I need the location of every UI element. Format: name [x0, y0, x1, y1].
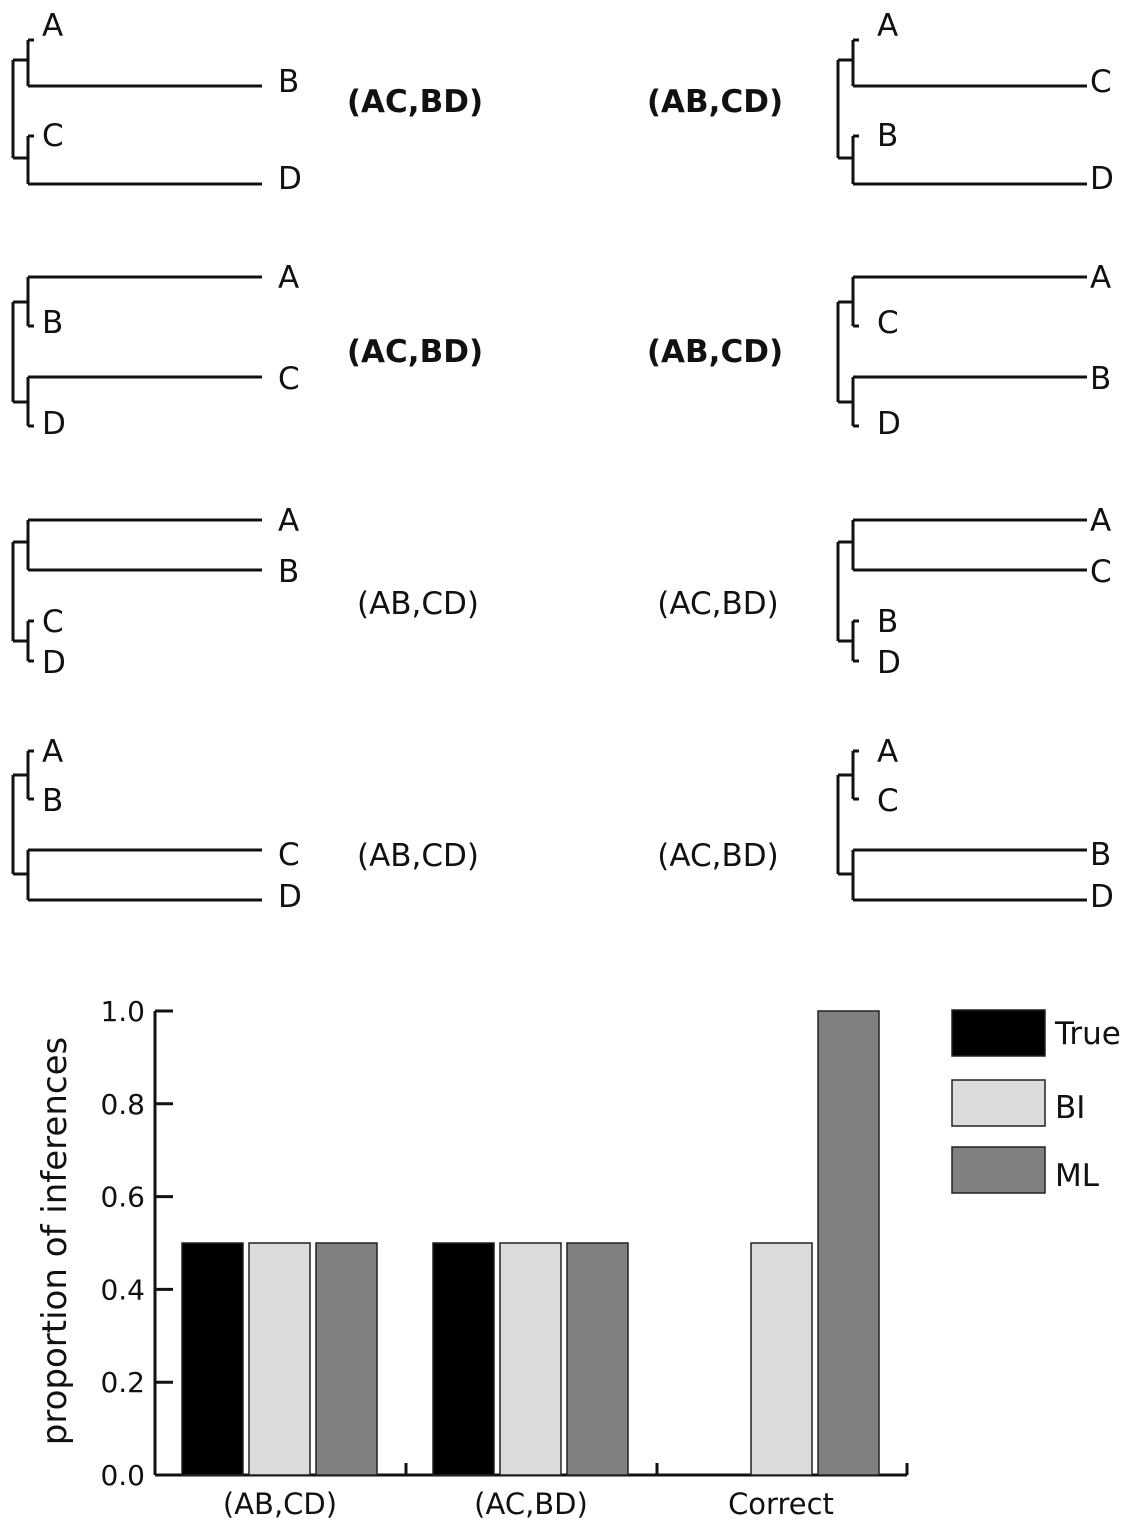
topology-label: (AB,CD): [357, 586, 479, 622]
tree-panel: ABCD(AC,BD)ACBD(AB,CD)ABCD(AC,BD)ACBD(AB…: [11, 8, 1114, 915]
y-tick-label: 0.8: [100, 1088, 145, 1121]
legend-label: ML: [1055, 1158, 1100, 1194]
topology-label: (AC,BD): [347, 84, 483, 120]
tree-branches: [11, 38, 262, 186]
tree-2-left: A B C D: [11, 260, 300, 442]
topology-label: (AB,CD): [357, 838, 479, 874]
tip-label: C: [1090, 64, 1112, 100]
y-tick-label: 0.0: [100, 1459, 145, 1492]
bar-ml-1: [566, 1242, 629, 1476]
tip-label: D: [1090, 879, 1114, 915]
tip-label: D: [42, 645, 66, 681]
tip-label: D: [278, 879, 302, 915]
tip-label: A: [42, 8, 63, 44]
legend-label: BI: [1055, 1090, 1085, 1126]
y-tick-label: 0.6: [100, 1181, 145, 1214]
y-tick-label: 1.0: [100, 995, 145, 1028]
tree-branches: [11, 518, 262, 663]
tip-label: C: [42, 604, 64, 640]
legend-swatch-bi: [951, 1079, 1046, 1127]
topology-label: (AB,CD): [647, 84, 783, 120]
tree-branches: [836, 749, 1087, 902]
tip-label: D: [877, 406, 901, 442]
tip-label: B: [877, 118, 898, 154]
topology-label: (AB,CD): [647, 334, 783, 370]
y-tick-label: 0.4: [100, 1273, 145, 1306]
tree-1-left: A B C D: [11, 8, 302, 197]
y-axis-label: proportion of inferences: [35, 1037, 75, 1445]
tip-label: B: [278, 64, 299, 100]
tip-label: A: [1090, 260, 1111, 296]
tree-branches: [836, 275, 1087, 428]
bar-true-1: [432, 1242, 495, 1476]
tip-label: D: [278, 161, 302, 197]
legend-swatch-ml: [951, 1146, 1046, 1194]
x-category-label: Correct: [728, 1487, 834, 1521]
tip-label: A: [877, 734, 898, 770]
legend-swatch-true: [951, 1009, 1046, 1057]
tip-label: A: [278, 503, 299, 539]
topology-label: (AC,BD): [657, 838, 779, 874]
topology-label: (AC,BD): [347, 334, 483, 370]
tip-label: C: [42, 118, 64, 154]
tip-label: C: [877, 305, 899, 341]
x-category-label: (AC,BD): [474, 1487, 588, 1521]
tip-label: B: [1090, 837, 1111, 873]
tree-branches: [11, 275, 262, 428]
tip-label: D: [42, 406, 66, 442]
tip-label: B: [877, 604, 898, 640]
tip-label: A: [42, 734, 63, 770]
tip-label: B: [42, 305, 63, 341]
tree-2-right: A C B D: [836, 260, 1111, 442]
tip-label: A: [877, 8, 898, 44]
tip-label: D: [1090, 161, 1114, 197]
y-tick-label: 0.2: [100, 1366, 145, 1399]
tip-label: A: [278, 260, 299, 296]
tree-branches: [836, 518, 1087, 663]
tip-label: C: [1090, 554, 1112, 590]
tip-label: C: [877, 783, 899, 819]
tip-label: C: [278, 837, 300, 873]
topology-label: (AC,BD): [657, 586, 779, 622]
bar-ml-2: [817, 1010, 880, 1476]
tree-4-right: AC BD: [836, 734, 1114, 915]
bar-bi-1: [499, 1242, 562, 1476]
tree-1-right: A C B D: [836, 8, 1114, 197]
bar-true-0: [181, 1242, 244, 1476]
tip-label: C: [278, 361, 300, 397]
bar-bi-2: [750, 1242, 813, 1476]
tip-label: B: [1090, 361, 1111, 397]
tree-3-left: AB CD: [11, 503, 299, 681]
legend-label: True: [1054, 1016, 1121, 1052]
tree-branches: [836, 38, 1087, 186]
tree-4-left: AB CD: [11, 734, 302, 915]
tip-label: A: [1090, 503, 1111, 539]
tip-label: B: [278, 554, 299, 590]
tip-label: B: [42, 783, 63, 819]
bar-bi-0: [248, 1242, 311, 1476]
tip-label: D: [877, 645, 901, 681]
bar-ml-0: [315, 1242, 378, 1476]
x-category-label: (AB,CD): [223, 1487, 337, 1521]
tree-3-right: AC BD: [836, 503, 1112, 681]
tree-branches: [11, 749, 262, 902]
